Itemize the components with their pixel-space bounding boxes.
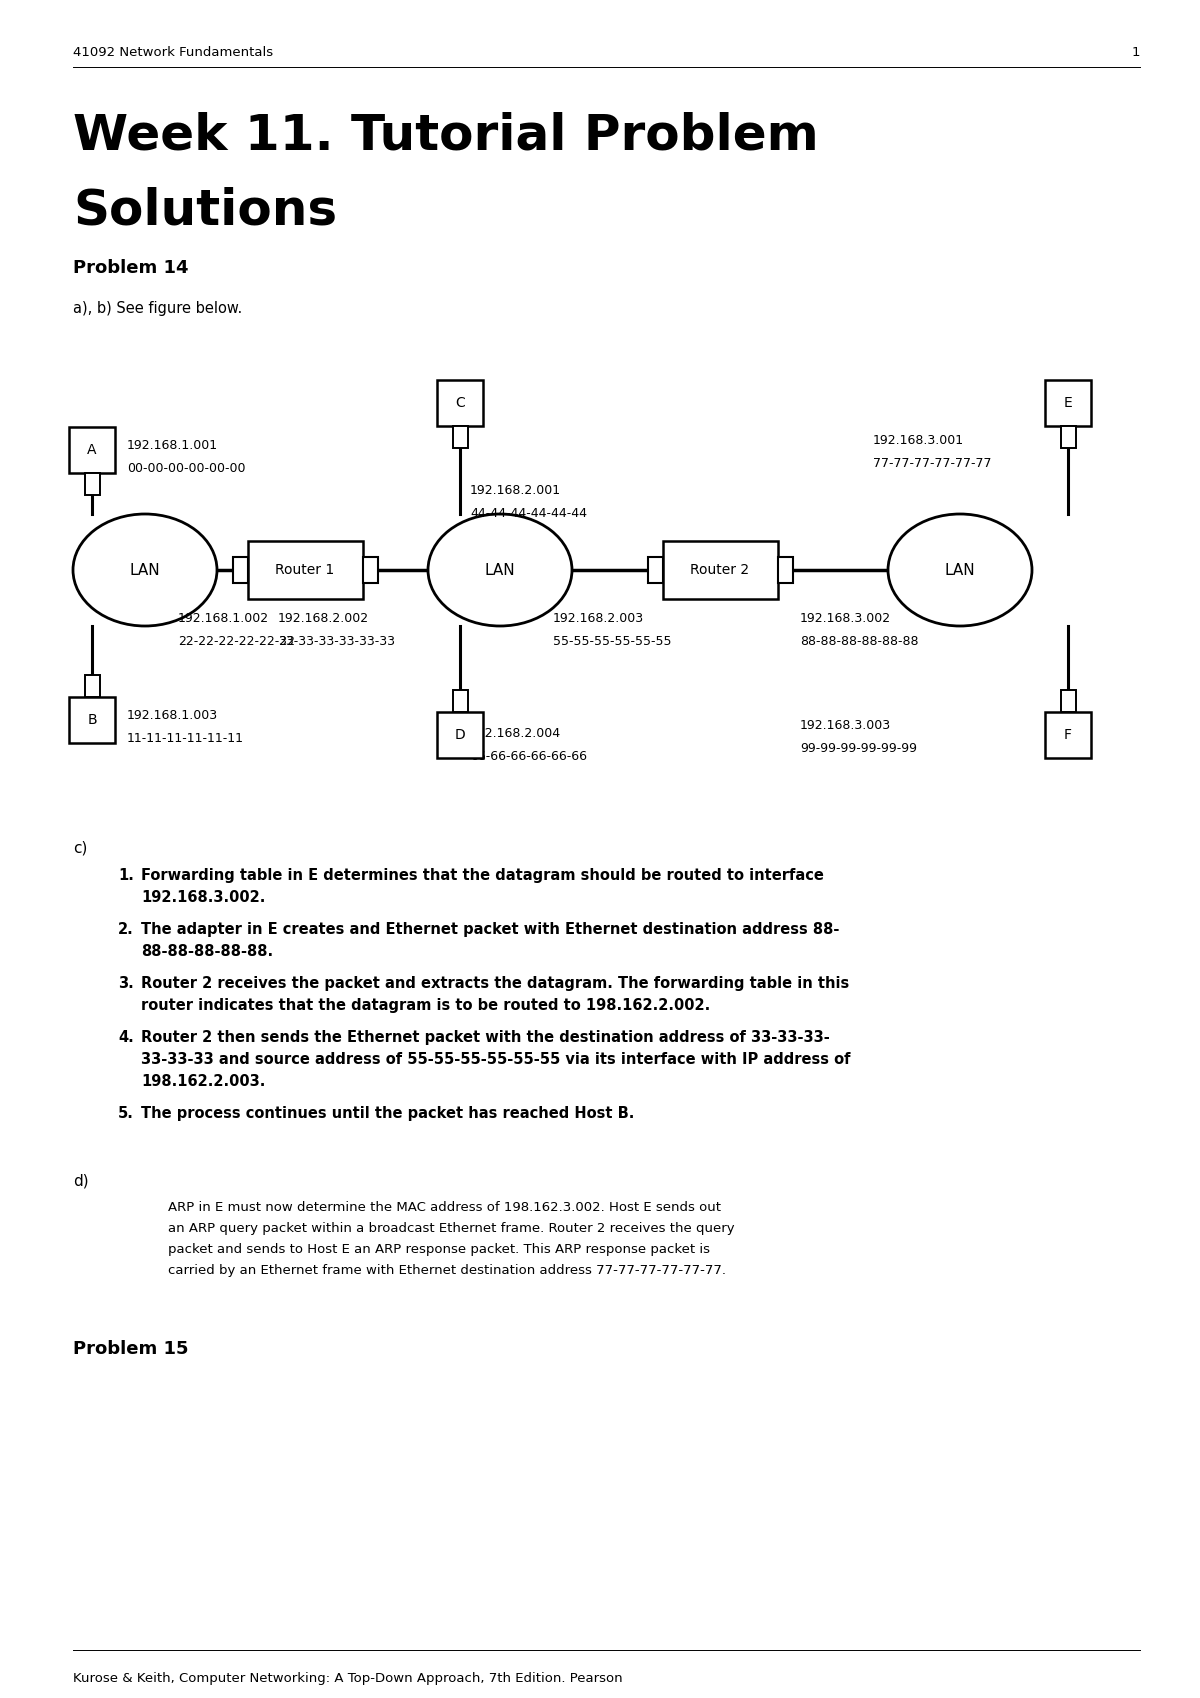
Text: 192.168.3.003: 192.168.3.003	[800, 718, 892, 732]
Text: 44-44-44-44-44-44: 44-44-44-44-44-44	[470, 506, 587, 520]
FancyBboxPatch shape	[452, 689, 468, 711]
FancyBboxPatch shape	[1061, 426, 1075, 448]
Text: an ARP query packet within a broadcast Ethernet frame. Router 2 receives the que: an ARP query packet within a broadcast E…	[168, 1223, 734, 1234]
Text: ARP in E must now determine the MAC address of 198.162.3.002. Host E sends out: ARP in E must now determine the MAC addr…	[168, 1200, 721, 1214]
Text: F: F	[1064, 728, 1072, 742]
Text: Router 2: Router 2	[690, 564, 750, 577]
Ellipse shape	[73, 514, 217, 627]
Text: 99-99-99-99-99-99: 99-99-99-99-99-99	[800, 742, 917, 754]
Text: 4.: 4.	[118, 1031, 133, 1044]
Text: 1.: 1.	[118, 868, 134, 883]
FancyBboxPatch shape	[84, 474, 100, 496]
FancyBboxPatch shape	[1045, 711, 1091, 757]
FancyBboxPatch shape	[362, 557, 378, 582]
Text: Week 11. Tutorial Problem: Week 11. Tutorial Problem	[73, 110, 818, 160]
Text: 00-00-00-00-00-00: 00-00-00-00-00-00	[127, 462, 246, 474]
FancyBboxPatch shape	[1061, 689, 1075, 711]
Text: carried by an Ethernet frame with Ethernet destination address 77-77-77-77-77-77: carried by an Ethernet frame with Ethern…	[168, 1263, 726, 1277]
Text: 192.168.3.002.: 192.168.3.002.	[142, 890, 265, 905]
Text: a), b) See figure below.: a), b) See figure below.	[73, 301, 242, 316]
FancyBboxPatch shape	[84, 676, 100, 696]
FancyBboxPatch shape	[778, 557, 792, 582]
Text: 192.168.1.003: 192.168.1.003	[127, 708, 218, 722]
Text: Router 1: Router 1	[275, 564, 335, 577]
Text: 3.: 3.	[118, 976, 133, 992]
Text: 11-11-11-11-11-11: 11-11-11-11-11-11	[127, 732, 244, 744]
Text: LAN: LAN	[130, 562, 161, 577]
Ellipse shape	[428, 514, 572, 627]
FancyBboxPatch shape	[452, 426, 468, 448]
Text: 192.168.2.003: 192.168.2.003	[553, 611, 644, 625]
Text: 198.162.2.003.: 198.162.2.003.	[142, 1075, 265, 1088]
Text: d): d)	[73, 1173, 89, 1189]
FancyBboxPatch shape	[437, 380, 482, 426]
FancyBboxPatch shape	[233, 557, 247, 582]
Text: 192.168.1.002: 192.168.1.002	[178, 611, 269, 625]
Text: 2.: 2.	[118, 922, 133, 937]
Text: Problem 15: Problem 15	[73, 1340, 188, 1358]
FancyBboxPatch shape	[1045, 380, 1091, 426]
Text: LAN: LAN	[944, 562, 976, 577]
Text: B: B	[88, 713, 97, 727]
Text: The process continues until the packet has reached Host B.: The process continues until the packet h…	[142, 1105, 635, 1121]
Text: c): c)	[73, 841, 88, 856]
Text: 192.168.2.002: 192.168.2.002	[278, 611, 370, 625]
Text: 192.168.3.001: 192.168.3.001	[874, 433, 964, 447]
Text: 33-33-33 and source address of 55-55-55-55-55-55 via its interface with IP addre: 33-33-33 and source address of 55-55-55-…	[142, 1053, 851, 1066]
Text: 88-88-88-88-88.: 88-88-88-88-88.	[142, 944, 274, 959]
Text: The adapter in E creates and Ethernet packet with Ethernet destination address 8: The adapter in E creates and Ethernet pa…	[142, 922, 839, 937]
Text: A: A	[88, 443, 97, 457]
Text: 192.168.2.004: 192.168.2.004	[470, 727, 562, 740]
Text: C: C	[455, 396, 464, 409]
FancyBboxPatch shape	[70, 426, 115, 474]
Text: 77-77-77-77-77-77: 77-77-77-77-77-77	[874, 457, 991, 470]
Text: D: D	[455, 728, 466, 742]
Text: Router 2 then sends the Ethernet packet with the destination address of 33-33-33: Router 2 then sends the Ethernet packet …	[142, 1031, 829, 1044]
Text: 192.168.1.001: 192.168.1.001	[127, 438, 218, 452]
Text: Router 2 receives the packet and extracts the datagram. The forwarding table in : Router 2 receives the packet and extract…	[142, 976, 850, 992]
Text: 41092 Network Fundamentals: 41092 Network Fundamentals	[73, 46, 274, 58]
Text: E: E	[1063, 396, 1073, 409]
FancyBboxPatch shape	[662, 542, 778, 599]
Text: Solutions: Solutions	[73, 187, 337, 234]
FancyBboxPatch shape	[648, 557, 662, 582]
Text: 5.: 5.	[118, 1105, 134, 1121]
FancyBboxPatch shape	[70, 696, 115, 744]
Text: 33-33-33-33-33-33: 33-33-33-33-33-33	[278, 635, 395, 647]
Text: Kurose & Keith, Computer Networking: A Top-Down Approach, 7th Edition. Pearson: Kurose & Keith, Computer Networking: A T…	[73, 1673, 623, 1684]
Text: 192.168.2.001: 192.168.2.001	[470, 484, 562, 496]
Text: 55-55-55-55-55-55: 55-55-55-55-55-55	[553, 635, 672, 647]
Text: 66-66-66-66-66-66: 66-66-66-66-66-66	[470, 749, 587, 762]
Text: packet and sends to Host E an ARP response packet. This ARP response packet is: packet and sends to Host E an ARP respon…	[168, 1243, 710, 1257]
Ellipse shape	[888, 514, 1032, 627]
FancyBboxPatch shape	[437, 711, 482, 757]
Text: LAN: LAN	[485, 562, 515, 577]
Text: 192.168.3.002: 192.168.3.002	[800, 611, 892, 625]
Text: 22-22-22-22-22-22: 22-22-22-22-22-22	[178, 635, 295, 647]
Text: 1: 1	[1132, 46, 1140, 58]
Text: router indicates that the datagram is to be routed to 198.162.2.002.: router indicates that the datagram is to…	[142, 998, 710, 1014]
Text: Forwarding table in E determines that the datagram should be routed to interface: Forwarding table in E determines that th…	[142, 868, 824, 883]
Text: 88-88-88-88-88-88: 88-88-88-88-88-88	[800, 635, 918, 647]
Text: Problem 14: Problem 14	[73, 260, 188, 277]
FancyBboxPatch shape	[247, 542, 362, 599]
